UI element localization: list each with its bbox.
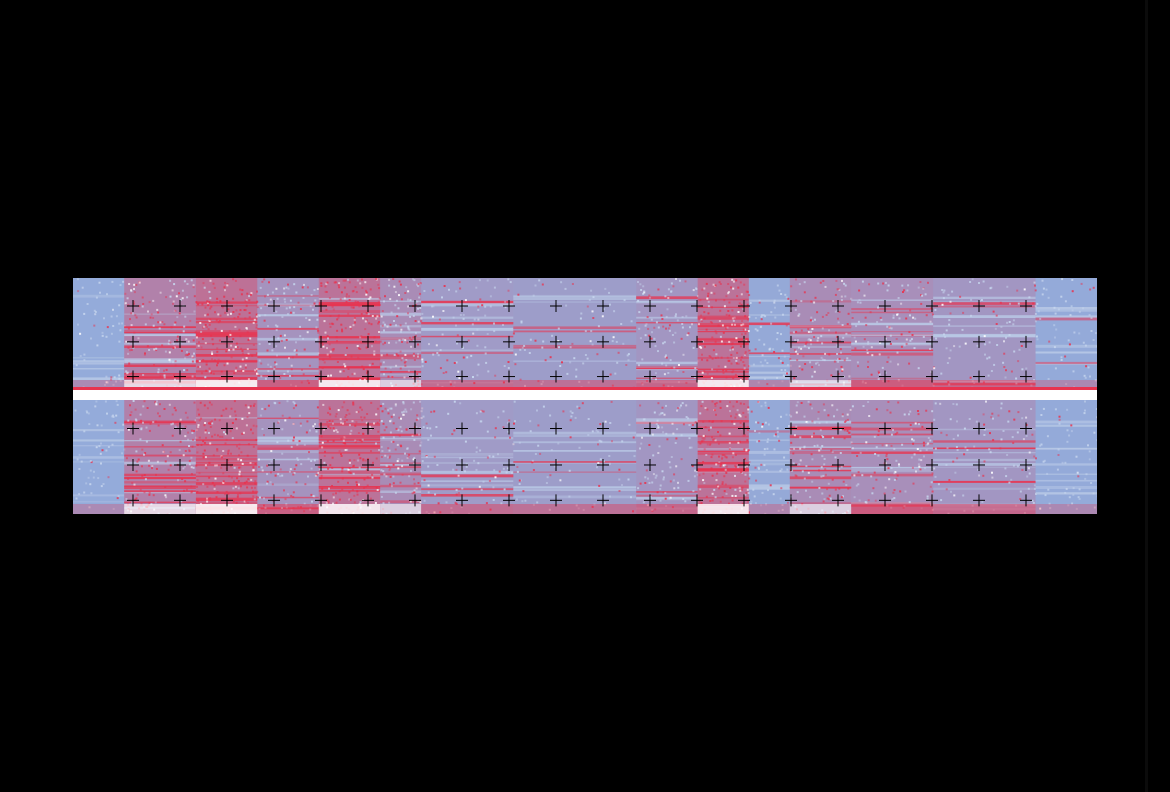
spectrogram-segment	[636, 278, 700, 390]
spectrogram-segment	[318, 400, 383, 514]
spectrogram-segment	[421, 400, 515, 514]
spectrogram-segment	[380, 278, 423, 390]
spectrogram-segment	[697, 278, 751, 390]
channel-1-spectrogram-canvas	[73, 278, 1097, 390]
spectrogram-segment	[1035, 278, 1097, 390]
spectrogram-segment	[73, 400, 126, 514]
spectrogram-segment	[124, 278, 198, 390]
spectrogram-segment	[851, 278, 935, 390]
channel-1-spectrogram[interactable]	[73, 278, 1097, 390]
spectrogram-segment	[1035, 400, 1097, 514]
spectrogram-segment	[513, 400, 637, 514]
spectrogram-segment	[636, 400, 700, 514]
channel-2-spectrogram[interactable]	[73, 400, 1097, 514]
spectrogram-segment	[851, 400, 934, 514]
spectrogram-segment	[697, 400, 751, 514]
spectrogram-segment	[789, 400, 854, 514]
spectrogram-segment	[73, 278, 126, 390]
spectrogram-segment	[748, 278, 792, 390]
channel-divider	[73, 387, 1097, 403]
spectrogram-segment	[257, 400, 321, 514]
spectrogram-segment	[933, 278, 1037, 390]
spectrogram-segment	[789, 278, 853, 390]
spectrogram-segment	[748, 400, 792, 514]
spectrogram-segment	[257, 278, 320, 390]
spectrogram-view[interactable]	[73, 278, 1097, 514]
spectrogram-segment	[318, 278, 382, 390]
spectrogram-segment	[124, 400, 198, 514]
spectrogram-segment	[421, 278, 515, 390]
window-edge	[1145, 0, 1148, 792]
spectrogram-segment	[380, 400, 424, 514]
spectrogram-segment	[513, 278, 637, 390]
spectrogram-segment	[933, 400, 1037, 514]
channel-2-spectrogram-canvas	[73, 400, 1097, 514]
